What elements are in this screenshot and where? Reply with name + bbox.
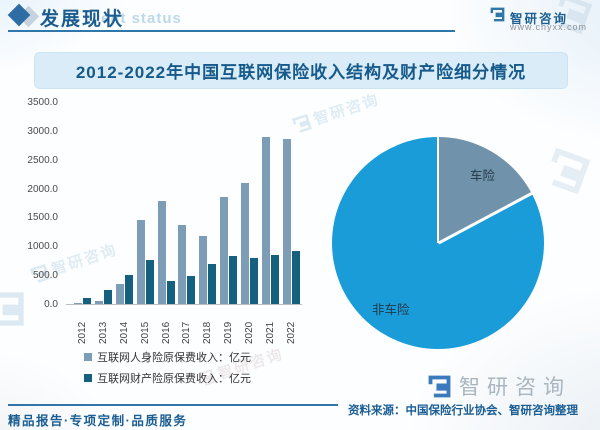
x-tick-label: 2020 [244, 321, 256, 344]
pie-label-nonmotor: 非车险 [372, 303, 410, 317]
bar-series0-2018 [199, 235, 208, 304]
bar-series1-2013 [103, 290, 112, 304]
bar-series0-2017 [178, 224, 187, 304]
x-tick: 2019 [220, 308, 237, 344]
zhiyan-logo-icon [551, 147, 591, 195]
bar-group-2021 [262, 136, 280, 304]
x-tick: 2022 [283, 308, 300, 344]
brand-url: www.chyxx.com [510, 22, 588, 32]
x-tick-label: 2019 [223, 321, 235, 344]
chart-title: 2012-2022年中国互联网保险收入结构及财产险细分情况 [75, 63, 527, 82]
bar-group-2013 [94, 290, 112, 304]
legend-label-life: 互联网人身险原保费收入：亿元 [97, 352, 251, 364]
y-tick-label: 1500.0 [27, 212, 58, 224]
page-title: 发展现状 [40, 9, 125, 30]
brand-name: 智研咨询 [510, 12, 569, 26]
bar-series1-2019 [229, 255, 238, 304]
bar-group-2014 [115, 275, 133, 304]
bar-series1-2018 [208, 264, 217, 304]
bar-chart-legend: 互联网人身险原保费收入：亿元 互联网财产险原保费收入：亿元 [84, 349, 251, 391]
bar-group-2017 [178, 224, 196, 304]
legend-item: 互联网财产险原保费收入：亿元 [84, 370, 251, 386]
bar-chart-y-axis: 0.0 500.0 1000.0 1500.0 2000.0 2500.0 3000.0 35… [6, 97, 58, 310]
legend-swatch-life-icon [84, 353, 92, 361]
y-tick-label: 3000.0 [27, 125, 58, 137]
legend-label-property: 互联网财产险原保费收入：亿元 [97, 373, 251, 385]
header-divider [8, 30, 455, 32]
bar-series1-2021 [271, 254, 280, 304]
y-tick-label: 3500.0 [27, 97, 58, 108]
bar-group-2019 [220, 197, 238, 304]
chart-title-banner: 2012-2022年中国互联网保险收入结构及财产险细分情况 [34, 52, 568, 89]
bar-chart-x-axis: 2012 2013 2014 2015 2016 2017 2018 2019 2020 2021… [66, 308, 302, 344]
zhiyan-logo-icon [490, 7, 505, 22]
y-tick-label: 500.0 [32, 270, 58, 282]
x-tick-label: 2022 [285, 321, 297, 344]
header-watermark-en: ent status [101, 10, 182, 27]
bar-series1-2012 [83, 297, 91, 304]
bar-series1-2022 [291, 251, 300, 304]
x-tick: 2013 [95, 308, 112, 344]
bar-series1-2020 [250, 258, 259, 304]
x-tick: 2014 [116, 308, 133, 344]
bar-series1-2015 [145, 259, 154, 304]
y-tick-label: 1000.0 [27, 241, 58, 253]
bar-series1-2016 [166, 280, 175, 304]
x-tick-label: 2021 [265, 321, 277, 344]
bar-series0-2022 [282, 138, 291, 304]
footer-brand-name: 智研咨询 [459, 376, 571, 399]
x-tick: 2020 [241, 308, 258, 344]
background-watermark: 智研咨询 [289, 88, 382, 136]
bar-group-2012 [74, 297, 91, 304]
x-tick-label: 2012 [77, 321, 88, 344]
brand-logo: 智研咨询 [489, 6, 568, 27]
x-tick: 2021 [262, 308, 279, 344]
pie-divider [436, 137, 440, 243]
x-tick: 2012 [74, 308, 91, 344]
bar-group-2018 [199, 235, 217, 304]
bar-series0-2012 [74, 303, 82, 304]
bar-group-2016 [157, 200, 175, 304]
bar-group-2020 [241, 182, 259, 304]
pie-label-motor: 车险 [470, 169, 496, 183]
bar-plot [66, 103, 302, 305]
x-tick-label: 2014 [118, 321, 130, 344]
bar-group-2015 [136, 219, 154, 304]
x-tick: 2015 [137, 308, 154, 344]
y-tick-label: 0.0 [44, 299, 58, 310]
bar-series0-2013 [94, 300, 103, 304]
y-tick-label: 2000.0 [27, 183, 58, 195]
y-tick-label: 2500.0 [27, 154, 58, 166]
bar-series1-2014 [124, 275, 133, 304]
pie-divider-angled [437, 192, 533, 245]
legend-item: 互联网人身险原保费收入：亿元 [84, 349, 251, 365]
bar-series0-2019 [220, 197, 229, 304]
background-watermark [538, 142, 597, 201]
watermark-text: 智研咨询 [311, 91, 382, 129]
bar-series1-2017 [187, 275, 196, 304]
bar-series0-2021 [262, 136, 271, 304]
data-source-note: 资料来源：中国保险行业协会、智研咨询整理 [348, 405, 578, 417]
footer-brand-logo: 智研咨询 [426, 371, 571, 401]
x-tick: 2016 [158, 308, 175, 344]
bar-series0-2014 [115, 283, 124, 304]
footer-tagline: 精品报告·专项定制·品质服务 [8, 414, 188, 428]
bar-series0-2020 [241, 182, 250, 304]
bar-series0-2016 [157, 200, 166, 304]
bar-series0-2015 [136, 219, 145, 304]
x-tick-label: 2013 [97, 321, 109, 344]
bar-group-2022 [282, 138, 300, 304]
x-tick-label: 2016 [160, 321, 172, 344]
x-tick-label: 2018 [202, 321, 214, 344]
x-tick: 2017 [178, 308, 195, 344]
x-tick-label: 2017 [181, 321, 193, 344]
x-tick-label: 2015 [139, 321, 151, 344]
x-tick: 2018 [199, 308, 216, 344]
pie-chart: 车险 非车险 [332, 137, 544, 349]
zhiyan-logo-icon [428, 375, 451, 397]
footer-divider [8, 404, 338, 406]
legend-swatch-property-icon [84, 374, 92, 382]
